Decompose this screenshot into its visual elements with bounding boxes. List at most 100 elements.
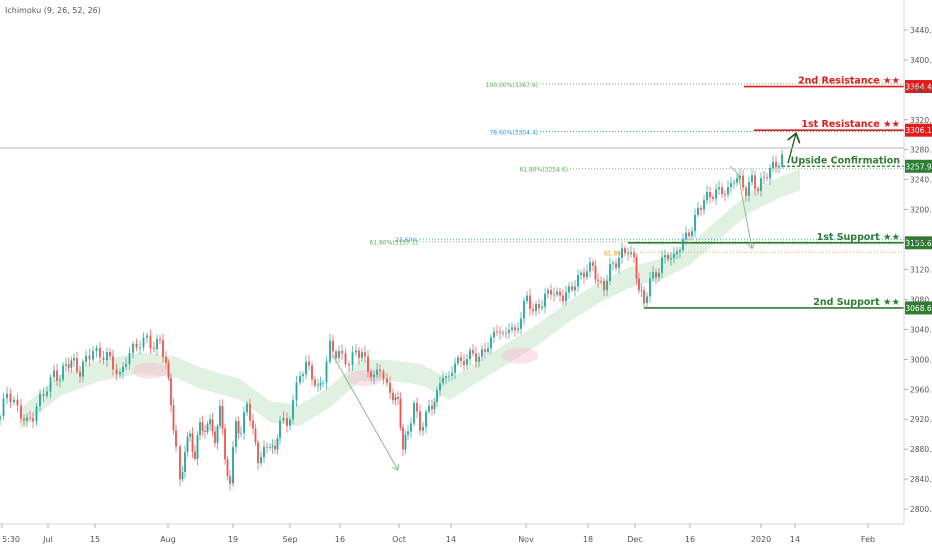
y-tick-label: 3320.0 bbox=[910, 116, 932, 125]
candle-body bbox=[389, 382, 391, 393]
candle-body bbox=[295, 382, 298, 401]
fib-label: 100.00%(3367.9) bbox=[486, 82, 538, 89]
candle-body bbox=[416, 402, 418, 412]
fib-label: 61.8% bbox=[604, 250, 623, 257]
candle-body bbox=[206, 424, 209, 433]
candle-body bbox=[547, 290, 549, 294]
x-tick-label: Dec bbox=[627, 535, 642, 544]
candle-body bbox=[216, 425, 219, 444]
candle-body bbox=[115, 369, 118, 375]
candle-body bbox=[240, 432, 242, 434]
level-label: 1st Support ★★ bbox=[817, 232, 900, 243]
candle-body bbox=[419, 411, 421, 431]
candle-body bbox=[413, 402, 415, 424]
key-levels: 2nd Resistance ★★ 3364.4 1st Resistance ★★… bbox=[628, 76, 932, 315]
candle-body bbox=[286, 418, 288, 426]
candle-body bbox=[532, 309, 534, 311]
candle-body bbox=[153, 348, 155, 350]
time-axis[interactable]: 5:30 Jul 15 Aug 19 Sep 16 Oct 14 Nov 18 Dec 16 2020 14… bbox=[1, 524, 875, 544]
candle-body bbox=[351, 352, 354, 366]
candle-body bbox=[772, 161, 774, 169]
candle-body bbox=[670, 258, 672, 260]
candle-body bbox=[624, 248, 626, 254]
candle-body bbox=[9, 393, 12, 403]
x-tick-label: 19 bbox=[228, 535, 238, 544]
candle-body bbox=[655, 272, 657, 278]
candle-body bbox=[29, 417, 31, 419]
candle-body bbox=[652, 272, 654, 279]
candle-body bbox=[583, 272, 585, 278]
candle-body bbox=[577, 275, 579, 287]
candle-body bbox=[517, 328, 519, 330]
candle-body bbox=[23, 418, 25, 421]
x-tick-label: Sep bbox=[282, 535, 297, 544]
y-tick-label: 3040.0 bbox=[910, 325, 932, 334]
candle-body bbox=[402, 427, 404, 450]
candle-body bbox=[676, 251, 678, 255]
candle-body bbox=[186, 436, 189, 453]
candle-body bbox=[664, 255, 666, 258]
y-tick-label: 3400.0 bbox=[910, 56, 932, 65]
candle-body bbox=[703, 200, 705, 210]
candle-body bbox=[2, 398, 5, 417]
candle-body bbox=[490, 337, 492, 349]
candle-body bbox=[718, 187, 720, 190]
level-label: Upside Confirmation bbox=[791, 155, 901, 166]
candle-body bbox=[181, 471, 184, 480]
candle-body bbox=[766, 177, 768, 179]
candle-body bbox=[364, 352, 366, 357]
candle-body bbox=[282, 418, 285, 421]
y-tick-label: 2800.0 bbox=[910, 505, 932, 514]
candle-body bbox=[179, 446, 181, 480]
candle-body bbox=[433, 402, 436, 410]
candle-body bbox=[348, 364, 350, 366]
y-tick-label: 3160.0 bbox=[910, 236, 932, 245]
candle-body bbox=[535, 303, 537, 311]
candle-body bbox=[609, 263, 611, 281]
candle-body bbox=[32, 418, 34, 422]
candle-body bbox=[6, 393, 8, 399]
price-tag bbox=[905, 123, 932, 137]
candle-body bbox=[673, 254, 675, 259]
candle-body bbox=[630, 252, 632, 255]
x-tick-label: Nov bbox=[518, 535, 534, 544]
candle-body bbox=[502, 332, 504, 334]
price-tag-label: 3364.4 bbox=[905, 83, 931, 92]
price-tag-label: 3257.9 bbox=[905, 162, 931, 171]
y-tick-label: 3280.0 bbox=[910, 146, 932, 155]
candle-body bbox=[317, 385, 319, 386]
candle-body bbox=[763, 177, 765, 179]
candle-body bbox=[621, 248, 623, 258]
price-tag-label: 3068.6 bbox=[905, 304, 931, 313]
candle-body bbox=[475, 353, 477, 362]
candle-body bbox=[721, 187, 723, 194]
candle-body bbox=[775, 161, 777, 168]
candle-body bbox=[523, 300, 525, 319]
candle-body bbox=[688, 232, 690, 237]
candle-body bbox=[742, 175, 744, 188]
y-tick-label: 2880.0 bbox=[910, 445, 932, 454]
x-tick-label: 16 bbox=[685, 535, 695, 544]
candle-body bbox=[257, 442, 259, 464]
candle-body bbox=[739, 175, 741, 179]
candle-body bbox=[20, 405, 22, 419]
indicator-label[interactable]: Ichimoku (9, 26, 52, 26) bbox=[5, 6, 101, 15]
candle-body bbox=[246, 403, 248, 413]
candle-body bbox=[142, 337, 145, 348]
candle-body bbox=[778, 165, 780, 168]
candle-body bbox=[397, 397, 399, 399]
price-tag bbox=[905, 80, 932, 94]
price-axis[interactable]: 2800.0 2840.0 2880.0 2920.0 2960.0 3000.0 3040… bbox=[904, 26, 932, 514]
candle-body bbox=[243, 412, 245, 433]
candle-body bbox=[457, 357, 459, 364]
price-tag-label: 3155.6 bbox=[905, 239, 931, 248]
candle-body bbox=[35, 406, 38, 422]
candle-body bbox=[235, 421, 237, 448]
candle-body bbox=[445, 376, 447, 378]
candle-body bbox=[594, 265, 597, 280]
candle-body bbox=[574, 286, 576, 291]
level-label: 2nd Resistance ★★ bbox=[798, 76, 900, 87]
